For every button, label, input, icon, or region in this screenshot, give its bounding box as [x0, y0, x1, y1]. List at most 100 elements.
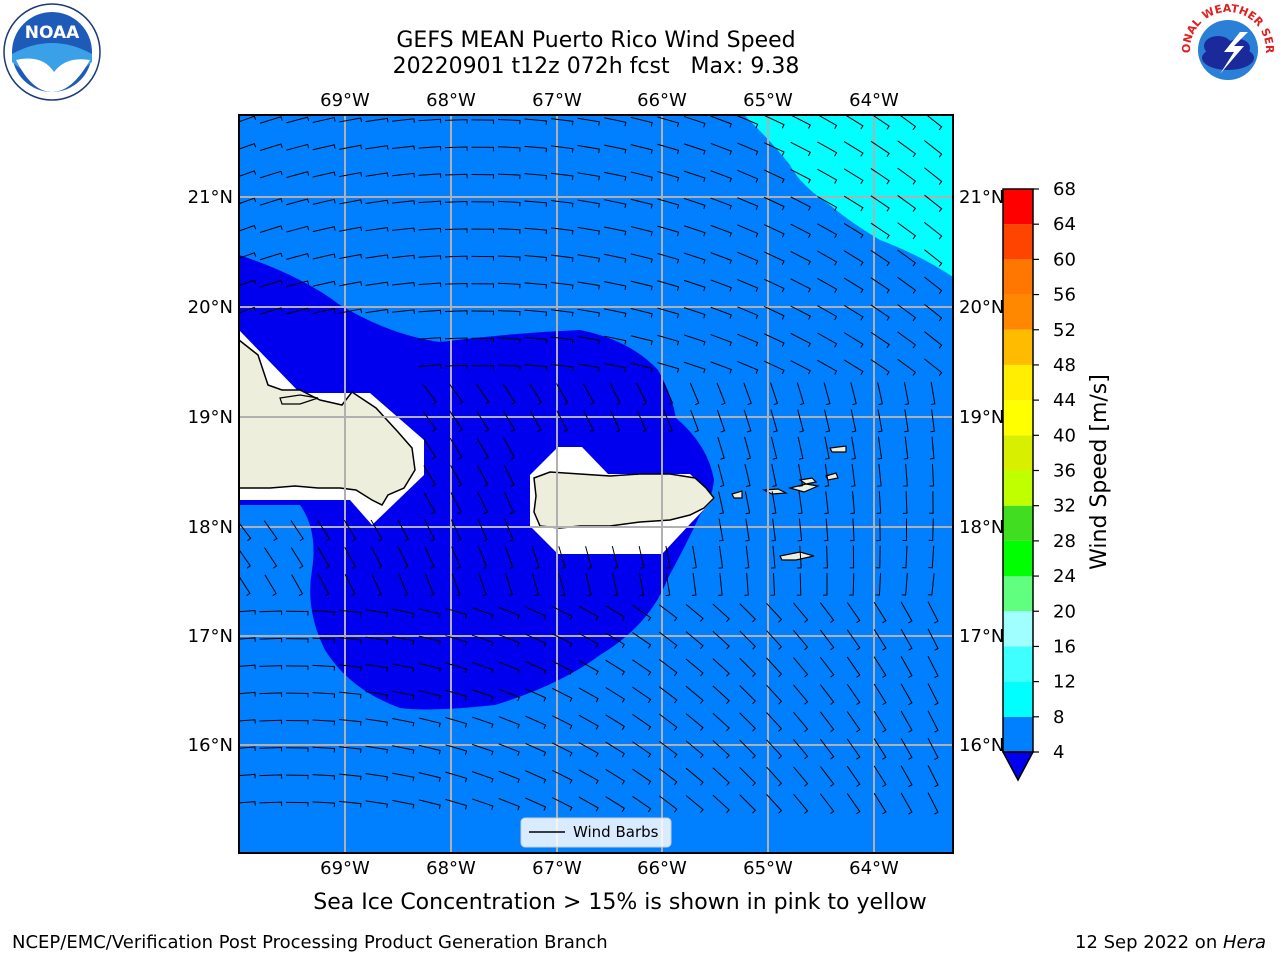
wind-barb: [658, 604, 678, 622]
wind-barb: [850, 491, 856, 515]
wind-barb: [611, 546, 619, 569]
wind-barb: [663, 409, 673, 433]
wind-barb: [739, 794, 757, 814]
wind-barb: [817, 141, 838, 157]
wind-barb: [710, 279, 732, 292]
wind-barb: [392, 772, 415, 782]
wind-barb: [739, 767, 757, 787]
wind-barb: [259, 225, 283, 233]
wind-barb: [897, 276, 917, 294]
wind-barb: [451, 573, 461, 597]
wind-barb: [578, 687, 599, 703]
wind-barb: [710, 252, 732, 265]
wind-barb: [578, 605, 599, 621]
wind-barb: [418, 200, 442, 206]
wind-barb: [712, 712, 730, 732]
wind-barb: [903, 382, 910, 406]
wind-barb: [259, 665, 283, 670]
lat-label-right-20n: 20°N: [959, 297, 1004, 318]
wind-barb: [870, 195, 890, 212]
wind-barb: [604, 281, 627, 291]
map-legend: Wind Barbs: [520, 817, 672, 848]
wind-barb: [900, 738, 913, 760]
wind-barb: [766, 657, 783, 678]
wind-barb: [930, 382, 936, 406]
wind-barb: [259, 719, 283, 725]
colorbar-tick-label: 32: [1053, 496, 1076, 517]
wind-barb: [925, 115, 943, 131]
wind-barb: [710, 115, 732, 128]
lat-label-left-21n: 21°N: [188, 187, 233, 208]
wind-barb: [604, 171, 627, 181]
lon-label-top-65w: 65°W: [743, 90, 793, 111]
wind-barb: [873, 629, 887, 651]
wind-barb: [632, 632, 652, 649]
wind-barb: [897, 304, 917, 322]
wind-barb: [819, 711, 835, 733]
wind-barb: [873, 683, 887, 706]
wind-barb: [392, 717, 415, 727]
wind-barb: [444, 146, 468, 151]
colorbar-band: [1003, 294, 1033, 330]
wind-barb: [392, 799, 415, 809]
wind-barb: [685, 658, 704, 677]
wind-barb: [630, 198, 653, 209]
wind-barb: [449, 410, 463, 433]
wind-barb: [817, 305, 838, 321]
wind-barb: [259, 637, 283, 643]
wind-barb: [365, 745, 388, 754]
wind-barb: [339, 308, 363, 314]
wind-barb: [444, 119, 468, 124]
wind-barb: [739, 657, 757, 677]
colorbar-tick-label: 48: [1053, 355, 1076, 376]
wind-barb: [685, 685, 704, 704]
wind-barb: [790, 141, 811, 157]
wind-barb: [471, 607, 494, 619]
wind-barb: [422, 383, 437, 405]
wind-barb: [365, 254, 389, 259]
wind-barb: [819, 629, 835, 651]
wind-barb: [871, 115, 890, 130]
wind-barb: [312, 171, 336, 178]
wind-barb: [497, 200, 521, 207]
wind-barb: [717, 464, 725, 488]
colorbar-tick-label: 16: [1053, 636, 1076, 657]
wind-barb: [471, 255, 495, 261]
wind-barb: [817, 359, 838, 375]
wind-barb: [605, 632, 626, 649]
lat-label-left-20n: 20°N: [188, 297, 233, 318]
wind-barb: [739, 630, 757, 650]
wind-barb: [843, 195, 864, 212]
wind-barb: [582, 383, 595, 406]
wind-barb: [846, 656, 861, 678]
land-tortuga: [279, 394, 319, 405]
wind-barb: [657, 198, 680, 209]
wind-barb: [924, 194, 943, 213]
wind-barb: [556, 410, 568, 433]
wind-barb: [657, 252, 680, 264]
colorbar-tick-label: 20: [1053, 601, 1076, 622]
wind-barb: [392, 254, 415, 260]
wind-barb: [632, 713, 652, 731]
colorbar-band: [1003, 189, 1033, 225]
wind-barb: [239, 279, 257, 287]
wind-barb: [630, 144, 653, 154]
wind-barb: [683, 361, 706, 374]
wind-barb: [285, 610, 309, 616]
wind-barb: [877, 409, 883, 433]
lon-label-bottom-68w: 68°W: [426, 858, 476, 879]
wind-barb: [551, 742, 573, 757]
wind-barb: [497, 173, 521, 180]
wind-barb: [365, 308, 389, 314]
wind-barb: [312, 144, 336, 151]
wind-barb: [685, 740, 704, 759]
lon-label-bottom-65w: 65°W: [743, 858, 793, 879]
wind-barb: [444, 282, 468, 288]
colorbar-tick-label: 64: [1053, 214, 1076, 235]
wind-barb: [504, 519, 514, 542]
wind-barb: [339, 773, 362, 781]
wind-barb: [239, 719, 256, 724]
wind-barb: [658, 631, 678, 649]
wind-barb: [577, 308, 600, 317]
wind-barb: [551, 769, 573, 784]
